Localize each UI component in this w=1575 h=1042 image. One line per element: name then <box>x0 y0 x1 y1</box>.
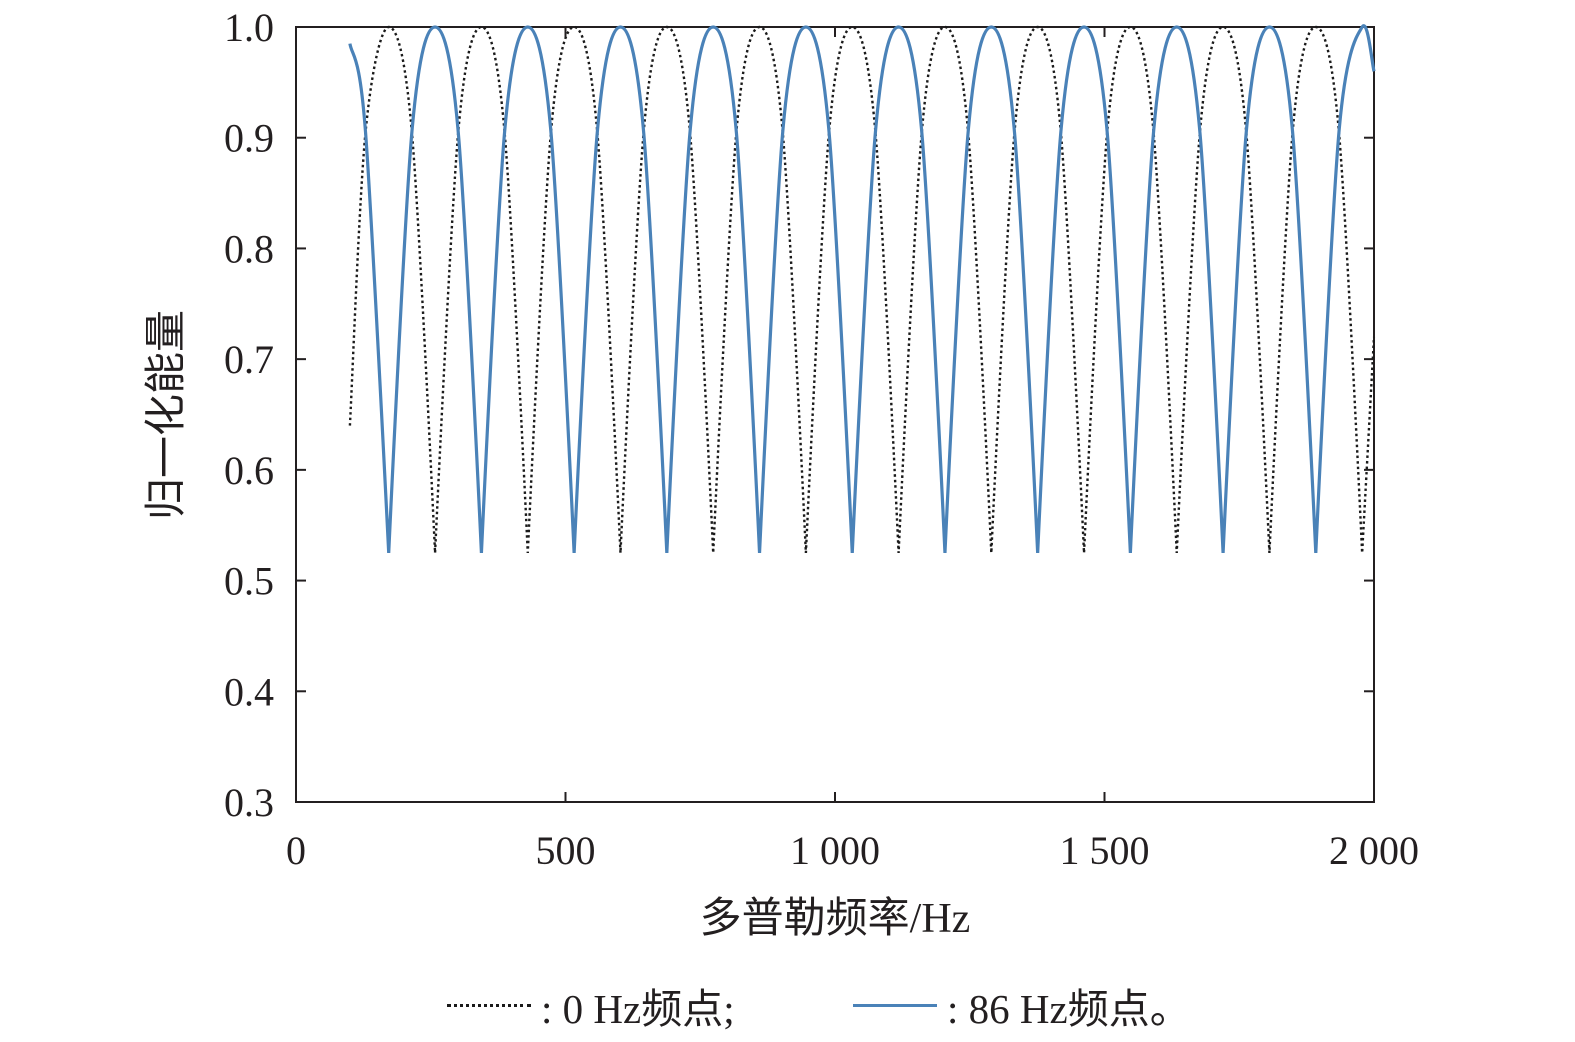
x-tick-label: 500 <box>536 828 596 873</box>
legend-item-0hz: : 0 Hz频点; <box>447 975 735 1035</box>
y-axis-label: 归一化能量 <box>144 310 190 520</box>
y-tick-label: 0.4 <box>224 669 274 714</box>
y-tick-label: 0.5 <box>224 559 274 604</box>
x-tick-label: 1 500 <box>1060 828 1150 873</box>
x-axis-label: 多普勒频率/Hz <box>700 895 971 942</box>
y-tick-label: 0.6 <box>224 448 274 493</box>
x-tick-label: 0 <box>286 828 306 873</box>
y-tick-label: 0.3 <box>224 780 274 825</box>
legend: : 0 Hz频点; : 86 Hz频点。 <box>0 975 1575 1035</box>
y-tick-label: 0.7 <box>224 337 274 382</box>
legend-swatch-dotted <box>447 1003 531 1007</box>
legend-label-0hz: : 0 Hz频点; <box>541 986 735 1032</box>
series-line-0hz <box>348 25 1376 553</box>
x-tick-label: 2 000 <box>1329 828 1419 873</box>
x-axis-ticks: 0 500 1 000 1 500 2 000 <box>286 27 1419 873</box>
legend-item-86hz: : 86 Hz频点。 <box>853 975 1191 1035</box>
y-tick-label: 0.9 <box>224 116 274 161</box>
legend-swatch-solid <box>853 1003 937 1007</box>
y-tick-label: 0.8 <box>224 226 274 271</box>
legend-label-86hz: : 86 Hz频点。 <box>947 986 1191 1032</box>
x-tick-label: 1 000 <box>790 828 880 873</box>
y-axis-ticks: 0.3 0.4 0.5 0.6 0.7 0.8 0.9 1.0 <box>224 5 1374 825</box>
y-tick-label: 1.0 <box>224 5 274 50</box>
series-line-86hz <box>348 24 1376 553</box>
series-layer <box>348 24 1376 553</box>
